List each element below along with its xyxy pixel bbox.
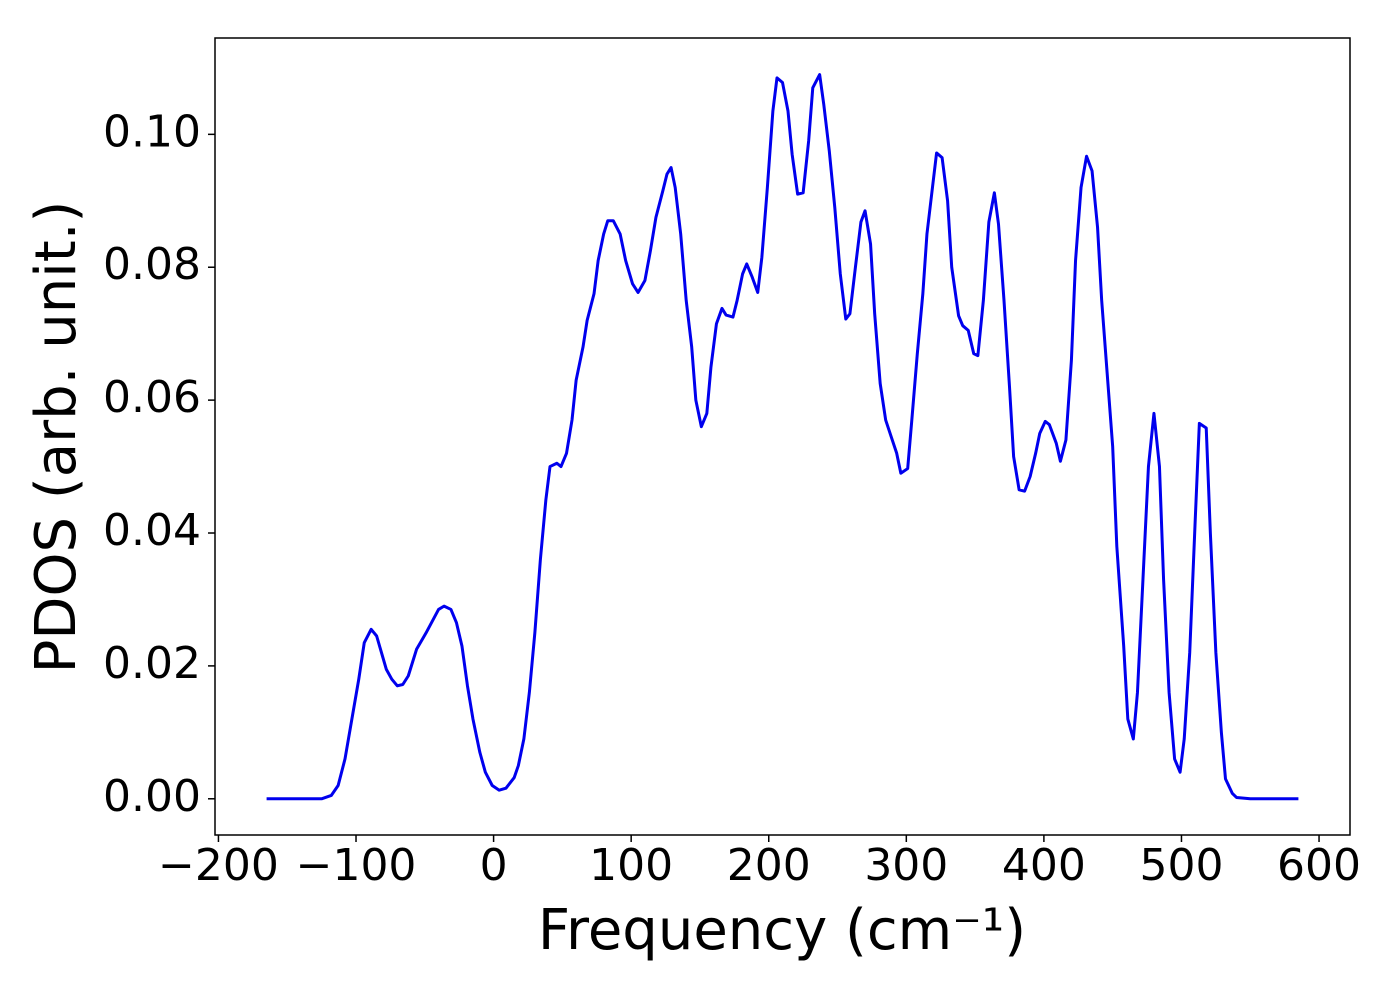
y-tick-label: 0.06 — [103, 372, 201, 423]
x-tick-label: 600 — [1277, 840, 1361, 891]
y-tick-label: 0.02 — [103, 638, 201, 689]
x-tick-label: −100 — [296, 840, 417, 891]
plot-frame — [214, 37, 1351, 836]
pdos-line — [266, 73, 1299, 801]
x-tick-label: 500 — [1139, 840, 1223, 891]
y-tick-label: 0.08 — [103, 239, 201, 290]
x-tick-label: −200 — [158, 840, 279, 891]
x-axis-label: Frequency (cm⁻¹) — [538, 898, 1026, 963]
x-tick-label: 400 — [1002, 840, 1086, 891]
y-axis-label: PDOS (arb. unit.) — [24, 201, 89, 674]
y-tick-label: 0.00 — [103, 771, 201, 822]
x-tick-label: 300 — [864, 840, 948, 891]
x-tick-label: 0 — [480, 840, 508, 891]
x-tick-label: 200 — [727, 840, 811, 891]
y-tick-label: 0.04 — [103, 505, 201, 556]
y-tick-label: 0.10 — [103, 106, 201, 157]
x-tick-label: 100 — [589, 840, 673, 891]
